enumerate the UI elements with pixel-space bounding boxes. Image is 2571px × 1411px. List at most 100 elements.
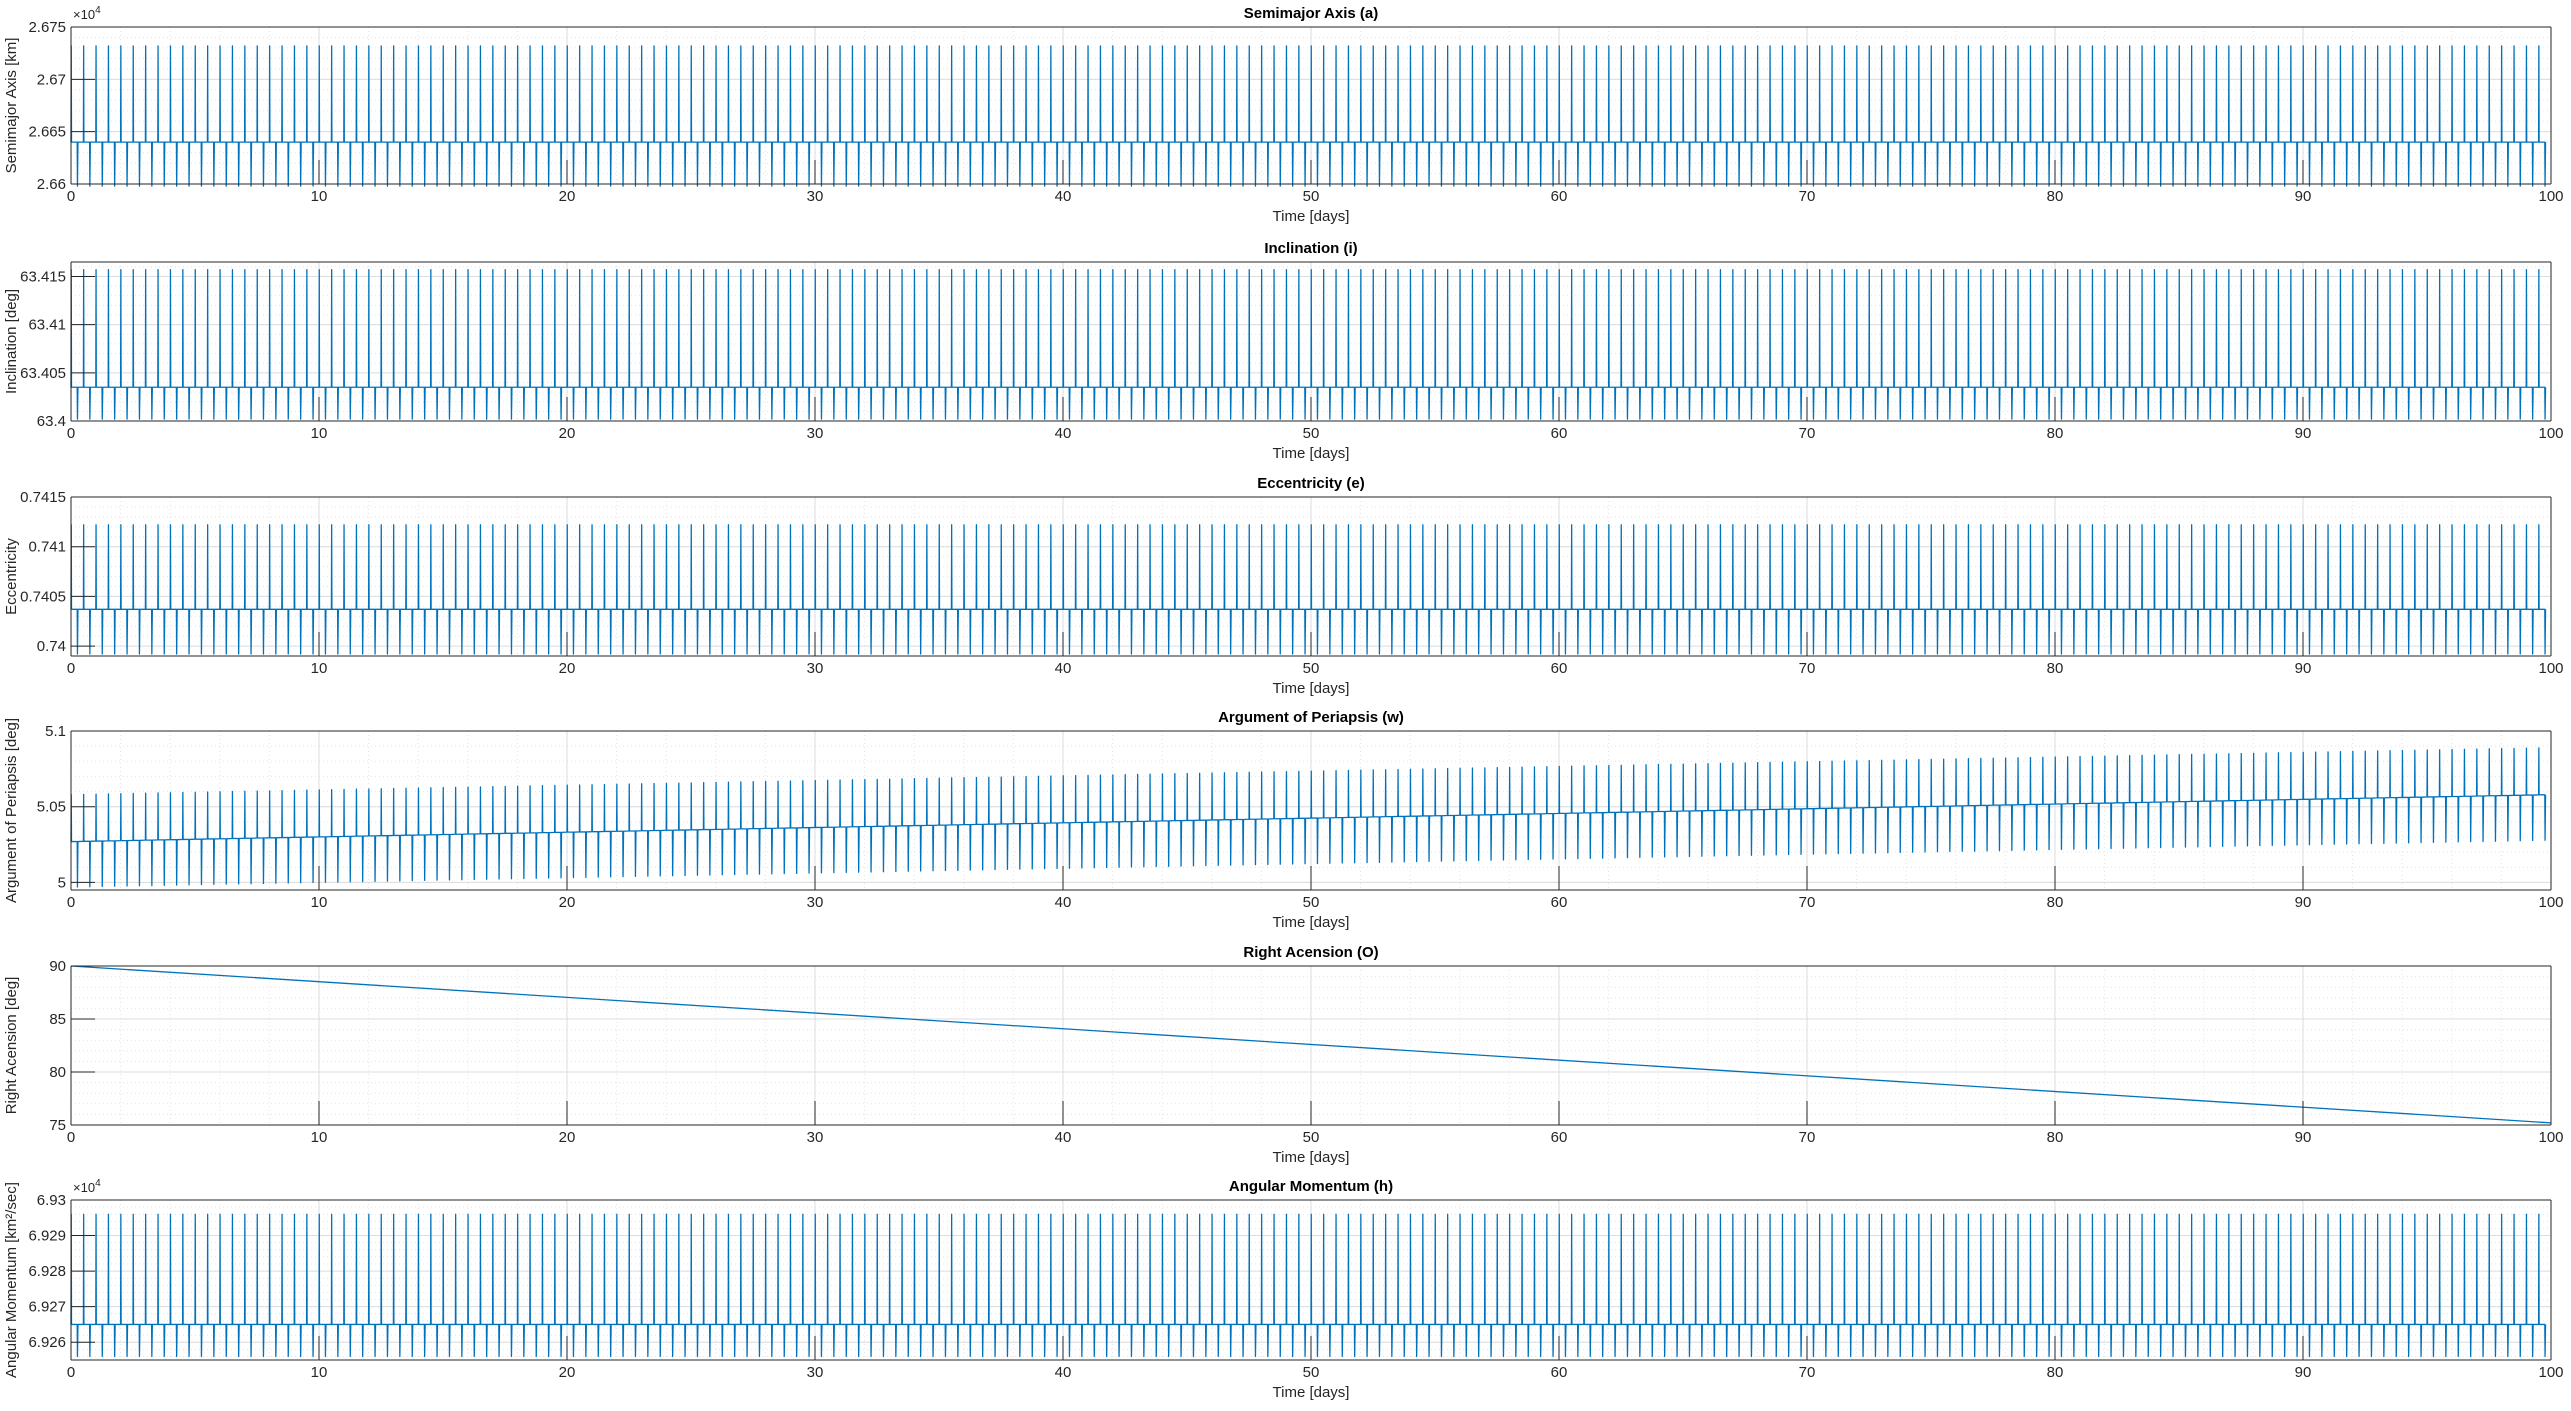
y-tick-label: 6.93 <box>37 1192 66 1209</box>
x-axis-label: Time [days] <box>1273 1384 1350 1401</box>
y-tick-label: 5.05 <box>37 799 66 816</box>
x-tick-label: 40 <box>1055 894 1072 911</box>
subplot-3: 0 10 20 30 40 50 60 70 80 90 100 0.74 0.7405 0.741 0.7… <box>3 475 2564 697</box>
x-tick-label: 40 <box>1055 188 1072 205</box>
x-tick-label: 20 <box>559 894 576 911</box>
y-tick-label: 5 <box>58 874 66 891</box>
y-tick-label: 6.928 <box>28 1263 66 1280</box>
subplot-1: 0 10 20 30 40 50 60 70 80 90 100 2.66 2.665 2.67 2.675… <box>3 5 2564 225</box>
x-tick-label: 10 <box>311 188 328 205</box>
subplot-title: Eccentricity (e) <box>1257 475 1365 492</box>
x-tick-label: 50 <box>1303 188 1320 205</box>
y-tick-label: 63.4 <box>37 413 66 430</box>
x-tick-label: 60 <box>1551 425 1568 442</box>
y-tick-label: 80 <box>49 1064 66 1081</box>
y-tick-label: 63.415 <box>20 268 66 285</box>
x-tick-label: 30 <box>807 660 824 677</box>
x-tick-label: 30 <box>807 188 824 205</box>
y-tick-label: 5.1 <box>45 723 66 740</box>
x-tick-label: 60 <box>1551 1364 1568 1381</box>
x-tick-label: 80 <box>2047 1364 2064 1381</box>
y-axis-label: Semimajor Axis [km] <box>3 38 20 174</box>
y-tick-label: 63.405 <box>20 365 66 382</box>
x-tick-label: 50 <box>1303 425 1320 442</box>
x-axis-label: Time [days] <box>1273 680 1350 697</box>
x-tick-label: 50 <box>1303 660 1320 677</box>
y-tick-label: 6.926 <box>28 1334 66 1351</box>
y-tick-label: 2.665 <box>28 124 66 141</box>
y-exponent-label: ×104 <box>73 1178 101 1195</box>
x-axis-label: Time [days] <box>1273 445 1350 462</box>
x-tick-label: 10 <box>311 660 328 677</box>
x-tick-label: 0 <box>67 1129 75 1146</box>
x-axis-label: Time [days] <box>1273 914 1350 931</box>
y-exponent-label: ×104 <box>73 5 101 22</box>
series-line <box>70 45 2547 187</box>
x-tick-label: 40 <box>1055 1364 1072 1381</box>
y-tick-label: 90 <box>49 958 66 975</box>
y-axis-label: Eccentricity <box>3 538 20 615</box>
x-tick-label: 60 <box>1551 660 1568 677</box>
x-tick-label: 90 <box>2295 1129 2312 1146</box>
x-axis-label: Time [days] <box>1273 1149 1350 1166</box>
x-tick-label: 40 <box>1055 1129 1072 1146</box>
series-line <box>70 965 2552 1124</box>
x-tick-label: 80 <box>2047 425 2064 442</box>
x-tick-label: 90 <box>2295 425 2312 442</box>
subplot-title: Angular Momentum (h) <box>1229 1178 1393 1195</box>
x-tick-label: 100 <box>2538 1364 2563 1381</box>
x-tick-label: 0 <box>67 1364 75 1381</box>
x-tick-label: 90 <box>2295 660 2312 677</box>
x-tick-label: 90 <box>2295 188 2312 205</box>
subplot-6: 0 10 20 30 40 50 60 70 80 90 100 6.926 6.927 6.928 6.9… <box>3 1178 2564 1401</box>
x-tick-label: 70 <box>1799 660 1816 677</box>
x-tick-label: 20 <box>559 425 576 442</box>
subplot-title: Argument of Periapsis (w) <box>1218 709 1404 726</box>
x-tick-label: 10 <box>311 425 328 442</box>
x-tick-label: 40 <box>1055 425 1072 442</box>
x-tick-label: 10 <box>311 1129 328 1146</box>
x-tick-label: 10 <box>311 1364 328 1381</box>
x-tick-label: 20 <box>559 1129 576 1146</box>
x-tick-label: 100 <box>2538 188 2563 205</box>
x-tick-label: 80 <box>2047 660 2064 677</box>
x-tick-label: 50 <box>1303 894 1320 911</box>
y-axis-label: Inclination [deg] <box>3 289 20 394</box>
y-tick-label: 6.929 <box>28 1228 66 1245</box>
y-tick-label: 2.67 <box>37 71 66 88</box>
x-tick-label: 30 <box>807 1129 824 1146</box>
x-tick-label: 0 <box>67 660 75 677</box>
x-tick-label: 0 <box>67 894 75 911</box>
x-tick-label: 70 <box>1799 1364 1816 1381</box>
x-axis-label: Time [days] <box>1273 208 1350 225</box>
x-tick-label: 80 <box>2047 894 2064 911</box>
subplot-title: Semimajor Axis (a) <box>1244 5 1379 22</box>
y-tick-label: 0.741 <box>28 539 66 556</box>
x-tick-label: 20 <box>559 188 576 205</box>
x-tick-label: 90 <box>2295 1364 2312 1381</box>
x-tick-label: 30 <box>807 1364 824 1381</box>
subplot-2: 0 10 20 30 40 50 60 70 80 90 100 63.4 63.405 63.41 63.… <box>3 240 2564 462</box>
x-tick-label: 70 <box>1799 894 1816 911</box>
x-tick-label: 70 <box>1799 1129 1816 1146</box>
x-tick-label: 10 <box>311 894 328 911</box>
series-line <box>70 1213 2547 1358</box>
x-tick-label: 100 <box>2538 894 2563 911</box>
x-tick-label: 100 <box>2538 660 2563 677</box>
y-tick-label: 2.675 <box>28 19 66 36</box>
x-tick-label: 20 <box>559 660 576 677</box>
y-tick-label: 0.74 <box>37 638 66 655</box>
subplot-title: Inclination (i) <box>1264 240 1357 257</box>
x-tick-label: 80 <box>2047 188 2064 205</box>
series-line <box>70 524 2547 655</box>
y-tick-label: 6.927 <box>28 1299 66 1316</box>
y-tick-label: 75 <box>49 1117 66 1134</box>
x-tick-label: 20 <box>559 1364 576 1381</box>
y-axis-label: Right Acension [deg] <box>3 977 20 1115</box>
x-tick-label: 100 <box>2538 425 2563 442</box>
x-tick-label: 100 <box>2538 1129 2563 1146</box>
x-tick-label: 30 <box>807 425 824 442</box>
subplot-4: 0 10 20 30 40 50 60 70 80 90 100 5 5.05 5.1 Argument o… <box>3 709 2564 931</box>
x-tick-label: 60 <box>1551 188 1568 205</box>
